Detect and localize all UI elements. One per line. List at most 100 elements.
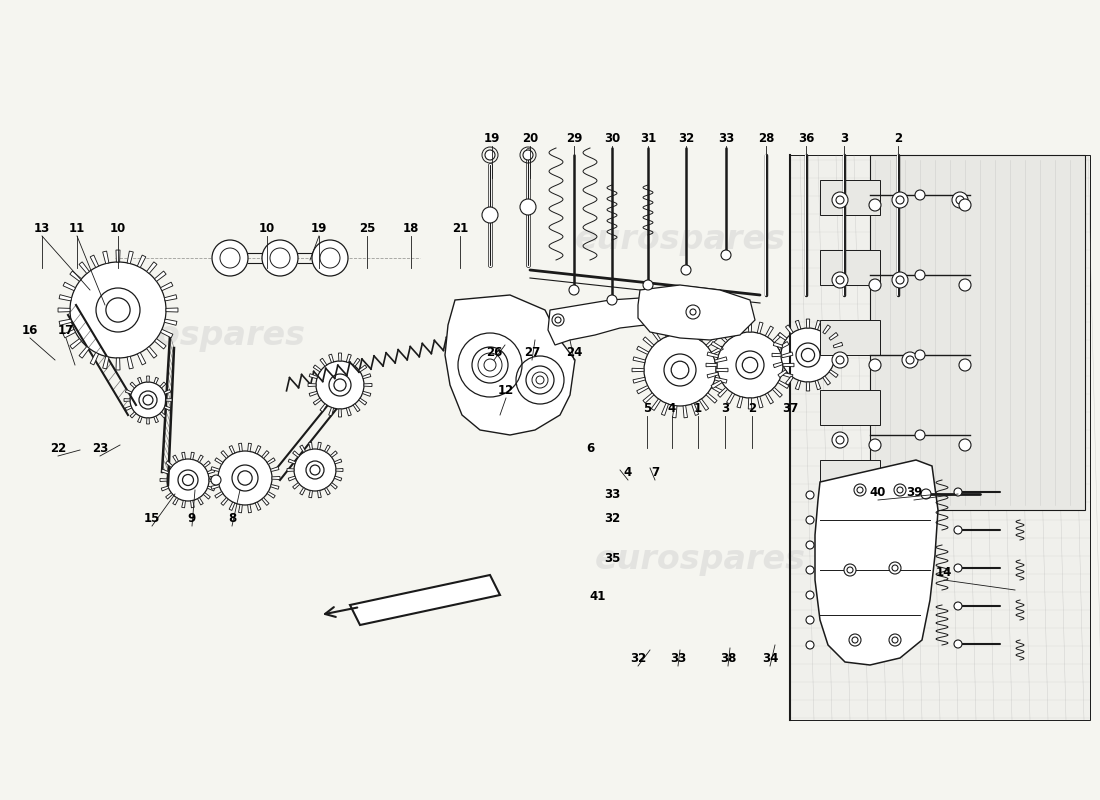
Text: 32: 32 [630, 651, 646, 665]
Text: 13: 13 [34, 222, 51, 234]
Polygon shape [715, 357, 727, 362]
Text: eurospares: eurospares [574, 223, 785, 257]
Text: 18: 18 [403, 222, 419, 234]
Polygon shape [138, 378, 142, 384]
Circle shape [915, 190, 925, 200]
Polygon shape [125, 390, 132, 394]
Polygon shape [102, 251, 109, 263]
Circle shape [847, 567, 852, 573]
Polygon shape [329, 354, 333, 362]
Polygon shape [715, 378, 727, 383]
Circle shape [644, 334, 716, 406]
Circle shape [836, 196, 844, 204]
Polygon shape [164, 319, 177, 326]
Polygon shape [350, 575, 500, 625]
Text: 9: 9 [188, 511, 196, 525]
Polygon shape [700, 330, 708, 341]
Polygon shape [166, 493, 173, 499]
Polygon shape [329, 407, 333, 416]
Polygon shape [795, 380, 801, 390]
Polygon shape [293, 451, 299, 458]
Polygon shape [130, 382, 136, 388]
Text: 15: 15 [144, 511, 161, 525]
Text: 14: 14 [936, 566, 953, 578]
Polygon shape [823, 376, 830, 385]
Circle shape [954, 640, 962, 648]
Circle shape [520, 199, 536, 215]
Polygon shape [309, 442, 312, 450]
Polygon shape [146, 262, 157, 274]
Polygon shape [229, 446, 234, 454]
Polygon shape [766, 326, 773, 337]
Polygon shape [211, 466, 219, 471]
Circle shape [956, 196, 964, 204]
Polygon shape [766, 393, 773, 404]
Circle shape [806, 641, 814, 649]
Circle shape [869, 199, 881, 211]
Polygon shape [363, 374, 371, 378]
Polygon shape [262, 498, 270, 506]
Text: 33: 33 [604, 487, 620, 501]
Text: 10: 10 [110, 222, 126, 234]
Polygon shape [737, 322, 742, 334]
Polygon shape [834, 362, 843, 368]
Text: 39: 39 [905, 486, 922, 498]
Text: 29: 29 [565, 131, 582, 145]
Text: 22: 22 [50, 442, 66, 454]
Polygon shape [204, 493, 210, 499]
Polygon shape [146, 376, 150, 382]
Polygon shape [834, 342, 843, 348]
Circle shape [892, 565, 898, 571]
Polygon shape [214, 492, 223, 498]
Polygon shape [829, 333, 838, 340]
Text: 33: 33 [670, 651, 686, 665]
Circle shape [896, 196, 904, 204]
Polygon shape [79, 346, 89, 358]
Text: 28: 28 [758, 131, 774, 145]
Circle shape [806, 491, 814, 499]
Polygon shape [706, 337, 717, 347]
Polygon shape [334, 459, 342, 464]
Text: 12: 12 [498, 383, 514, 397]
Circle shape [478, 353, 502, 377]
Polygon shape [125, 406, 132, 410]
Polygon shape [267, 458, 275, 464]
Polygon shape [651, 330, 661, 341]
Polygon shape [706, 363, 717, 366]
Circle shape [552, 314, 564, 326]
Polygon shape [116, 250, 120, 262]
Polygon shape [651, 399, 661, 410]
Polygon shape [309, 374, 318, 378]
Bar [820, 390, 880, 425]
Text: 5: 5 [642, 402, 651, 414]
Polygon shape [683, 322, 688, 334]
Polygon shape [124, 398, 130, 402]
Text: eurospares: eurospares [594, 543, 805, 577]
Text: 38: 38 [719, 651, 736, 665]
Polygon shape [221, 450, 228, 458]
Polygon shape [637, 346, 649, 354]
Polygon shape [154, 338, 166, 349]
Polygon shape [692, 403, 698, 415]
Polygon shape [672, 322, 676, 334]
Polygon shape [160, 412, 166, 418]
Polygon shape [446, 295, 575, 435]
Polygon shape [248, 505, 252, 513]
Circle shape [836, 436, 844, 444]
Circle shape [869, 359, 881, 371]
Circle shape [889, 562, 901, 574]
Circle shape [894, 484, 906, 496]
Circle shape [717, 332, 783, 398]
Circle shape [906, 356, 914, 364]
Circle shape [781, 328, 835, 382]
Polygon shape [161, 330, 173, 338]
Polygon shape [320, 358, 327, 366]
Circle shape [644, 280, 653, 290]
Bar [820, 250, 880, 285]
Polygon shape [116, 358, 120, 370]
Polygon shape [330, 482, 338, 489]
Polygon shape [346, 354, 351, 362]
Polygon shape [90, 255, 99, 267]
Polygon shape [717, 333, 727, 342]
Polygon shape [211, 485, 219, 490]
